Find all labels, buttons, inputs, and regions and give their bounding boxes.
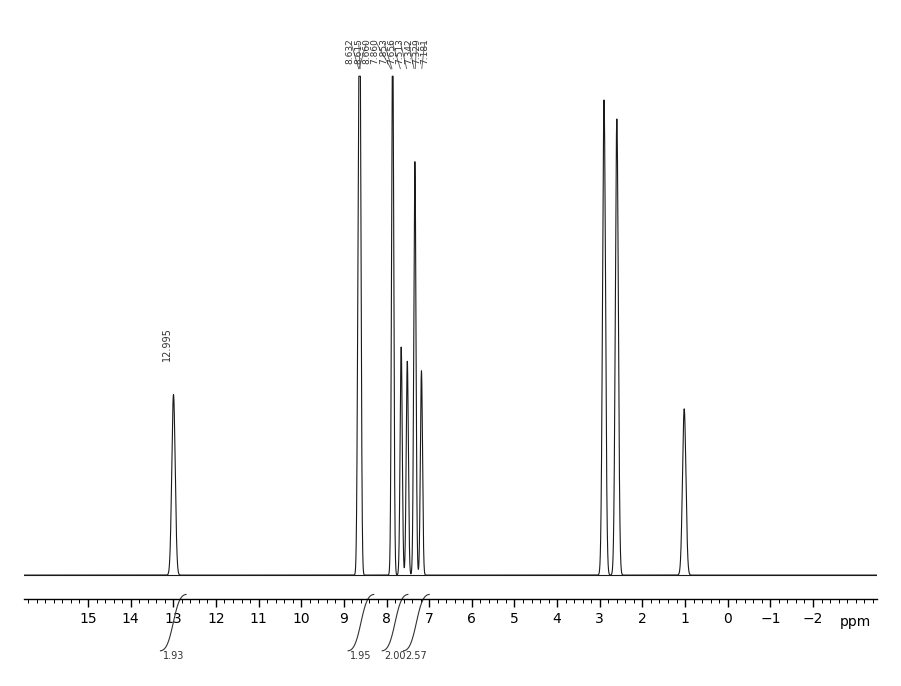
Text: 2.00: 2.00 [385, 651, 405, 661]
Text: ppm: ppm [840, 615, 871, 630]
Text: 7.329: 7.329 [412, 38, 421, 64]
Text: 7.181: 7.181 [421, 38, 430, 64]
Text: 7.853: 7.853 [379, 38, 388, 64]
Text: 7.513: 7.513 [396, 38, 405, 64]
Text: 1.95: 1.95 [350, 651, 372, 661]
Text: 7.656: 7.656 [387, 38, 396, 64]
Text: 7.342: 7.342 [404, 38, 413, 64]
Text: 2.57: 2.57 [405, 651, 427, 661]
Text: 8.632: 8.632 [346, 38, 355, 64]
Text: 8.660: 8.660 [362, 38, 371, 64]
Text: 1.93: 1.93 [162, 651, 184, 661]
Text: 8.615: 8.615 [354, 38, 363, 64]
Text: 7.860: 7.860 [370, 38, 379, 64]
Text: 12.995: 12.995 [162, 327, 172, 362]
